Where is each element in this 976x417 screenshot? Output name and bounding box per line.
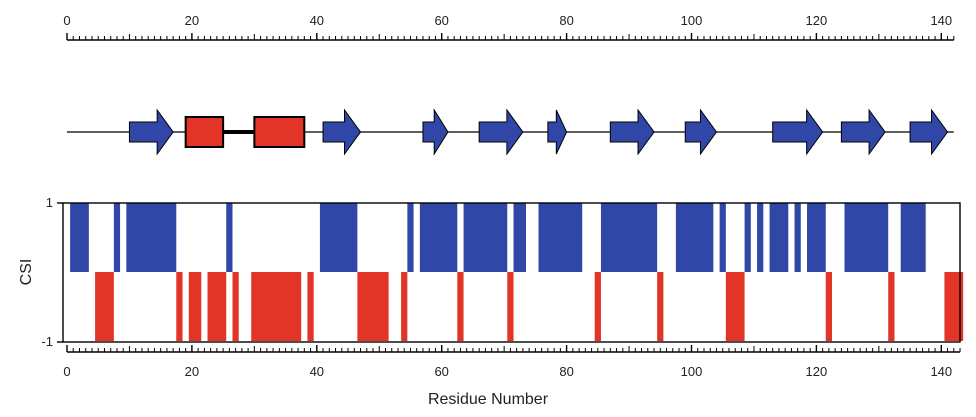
strand-arrow <box>684 108 718 156</box>
x-tick-label: 0 <box>63 364 70 379</box>
csi-positive-bar <box>600 203 658 272</box>
csi-negative-bar <box>307 272 314 341</box>
x-tick-label: 100 <box>681 13 703 28</box>
x-tick-label: 140 <box>930 364 952 379</box>
x-tick-label: 60 <box>434 13 448 28</box>
csi-positive-bar <box>769 203 789 272</box>
csi-negative-bar <box>888 272 895 341</box>
strand-arrow <box>128 108 174 156</box>
csi-positive-bar <box>113 203 121 272</box>
x-tick-label: 40 <box>310 364 324 379</box>
csi-bar-plot: 1 -1 0 20 40 60 80 100 120 140 Residue Number CS… <box>18 195 964 408</box>
y-tick-label: -1 <box>41 334 53 349</box>
csi-negative-bar <box>825 272 833 341</box>
csi-negative-bar <box>232 272 239 341</box>
csi-negative-bar <box>251 272 302 341</box>
csi-negative-bar <box>401 272 408 341</box>
strand-arrow <box>478 108 524 156</box>
x-axis-title: Residue Number <box>428 391 549 408</box>
strand-arrow <box>840 108 886 156</box>
x-tick-label: 20 <box>185 364 199 379</box>
csi-negative-bar <box>944 272 964 341</box>
x-tick-label: 80 <box>559 364 573 379</box>
x-tick-label: 0 <box>63 13 70 28</box>
csi-positive-bar <box>226 203 233 272</box>
csi-negative-bar <box>357 272 389 341</box>
x-tick-label: 120 <box>806 364 828 379</box>
helix-box <box>184 116 225 148</box>
strand-arrow <box>772 108 824 156</box>
csi-negative-bar <box>457 272 464 341</box>
csi-positive-bar <box>70 203 89 272</box>
csi-positive-bar <box>757 203 764 272</box>
csi-positive-bar <box>407 203 414 272</box>
csi-negative-bar <box>95 272 114 341</box>
secondary-structure-track <box>67 108 954 156</box>
csi-positive-bar <box>419 203 458 272</box>
csi-negative-bar <box>188 272 202 341</box>
x-tick-label: 40 <box>310 13 324 28</box>
strand-arrow <box>322 108 362 156</box>
csi-positive-bar <box>538 203 583 272</box>
x-tick-label: 80 <box>559 13 573 28</box>
strand-arrow <box>422 108 449 156</box>
csi-positive-bar <box>900 203 926 272</box>
csi-positive-bar <box>319 203 358 272</box>
x-tick-label: 60 <box>434 364 448 379</box>
y-axis: 1 -1 <box>41 195 63 349</box>
x-tick-label: 100 <box>681 364 703 379</box>
csi-negative-bar <box>657 272 664 341</box>
strand-arrow <box>909 108 949 156</box>
x-tick-label: 140 <box>930 13 952 28</box>
csi-negative-bar <box>507 272 514 341</box>
csi-positive-bar <box>126 203 177 272</box>
x-tick-label: 20 <box>185 13 199 28</box>
helix-box <box>253 116 306 148</box>
csi-bars <box>70 203 964 341</box>
y-axis-title: CSI <box>18 259 35 286</box>
csi-negative-bar <box>594 272 601 341</box>
top-residue-axis: 0 20 40 60 80 100 120 140 <box>63 13 955 41</box>
csi-positive-bar <box>744 203 751 272</box>
plot-frame <box>62 202 961 343</box>
x-tick-label: 120 <box>806 13 828 28</box>
csi-negative-bar <box>176 272 183 341</box>
csi-positive-bar <box>719 203 726 272</box>
y-tick-label: 1 <box>46 195 53 210</box>
csi-positive-bar <box>675 203 714 272</box>
bottom-residue-axis: 0 20 40 60 80 100 120 140 <box>63 345 961 379</box>
csi-positive-bar <box>463 203 508 272</box>
csi-negative-bar <box>207 272 227 341</box>
strand-arrow <box>547 109 568 155</box>
csi-positive-bar <box>513 203 527 272</box>
csi-positive-bar <box>807 203 826 272</box>
csi-negative-bar <box>725 272 745 341</box>
strand-arrow <box>609 108 655 156</box>
csi-positive-bar <box>844 203 889 272</box>
csi-positive-bar <box>794 203 801 272</box>
